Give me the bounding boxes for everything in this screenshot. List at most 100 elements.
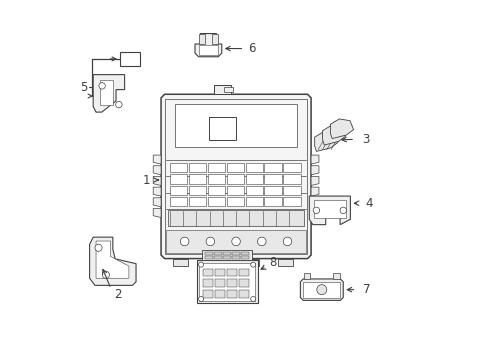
Circle shape: [206, 237, 215, 246]
Polygon shape: [167, 230, 306, 253]
Bar: [265, 197, 282, 206]
Bar: [170, 175, 188, 184]
Polygon shape: [93, 75, 124, 112]
Bar: [203, 269, 213, 276]
Bar: [170, 163, 188, 172]
Bar: [215, 290, 225, 298]
Bar: [239, 269, 249, 276]
Bar: [189, 175, 206, 184]
Bar: [245, 175, 263, 184]
Bar: [283, 163, 301, 172]
Polygon shape: [315, 132, 338, 152]
Polygon shape: [322, 125, 346, 145]
Bar: [265, 175, 282, 184]
Text: 7: 7: [363, 283, 370, 296]
Bar: [197, 260, 258, 303]
Text: 8: 8: [269, 256, 276, 269]
Bar: [203, 290, 213, 298]
Bar: [241, 256, 248, 259]
Bar: [203, 279, 213, 287]
Circle shape: [232, 237, 241, 246]
Circle shape: [258, 237, 266, 246]
Polygon shape: [309, 196, 350, 225]
Polygon shape: [153, 155, 161, 164]
Circle shape: [116, 102, 122, 108]
Circle shape: [317, 285, 327, 295]
Bar: [304, 273, 310, 279]
Bar: [278, 258, 293, 266]
Bar: [283, 197, 301, 206]
Bar: [232, 256, 240, 259]
Circle shape: [102, 271, 109, 278]
Circle shape: [251, 262, 256, 267]
Bar: [227, 197, 244, 206]
Polygon shape: [161, 94, 311, 258]
Polygon shape: [153, 176, 161, 185]
Circle shape: [198, 262, 203, 267]
Bar: [170, 186, 188, 195]
Bar: [227, 269, 237, 276]
Bar: [208, 163, 225, 172]
Text: 1: 1: [143, 174, 150, 186]
Polygon shape: [311, 187, 319, 196]
Bar: [265, 163, 282, 172]
Polygon shape: [96, 241, 129, 278]
Polygon shape: [300, 279, 343, 300]
Polygon shape: [153, 198, 161, 207]
Text: 6: 6: [248, 42, 256, 55]
Bar: [173, 258, 188, 266]
Bar: [170, 197, 188, 206]
Bar: [189, 186, 206, 195]
Bar: [245, 186, 263, 195]
Polygon shape: [311, 208, 319, 217]
Bar: [314, 200, 346, 218]
Polygon shape: [90, 237, 136, 285]
Bar: [198, 34, 205, 44]
Bar: [202, 250, 252, 260]
Bar: [214, 252, 221, 255]
Polygon shape: [311, 155, 319, 164]
Polygon shape: [153, 166, 161, 175]
Bar: [215, 279, 225, 287]
Bar: [239, 290, 249, 298]
Circle shape: [198, 296, 203, 301]
Polygon shape: [195, 33, 222, 57]
Bar: [214, 256, 221, 259]
Bar: [227, 163, 244, 172]
Circle shape: [283, 237, 292, 246]
Polygon shape: [311, 198, 319, 207]
Bar: [227, 175, 244, 184]
Bar: [239, 279, 249, 287]
Bar: [227, 290, 237, 298]
Bar: [168, 210, 304, 226]
Bar: [205, 252, 213, 255]
Bar: [303, 282, 341, 297]
Polygon shape: [100, 80, 113, 105]
Bar: [189, 163, 206, 172]
Bar: [265, 186, 282, 195]
Circle shape: [340, 207, 346, 213]
Bar: [241, 252, 248, 255]
Bar: [244, 258, 259, 266]
Bar: [214, 85, 231, 94]
Bar: [232, 252, 240, 255]
Circle shape: [95, 244, 102, 251]
Bar: [227, 186, 244, 195]
Bar: [175, 104, 297, 147]
Bar: [212, 34, 218, 44]
Polygon shape: [120, 52, 140, 66]
Bar: [208, 197, 225, 206]
Bar: [215, 269, 225, 276]
Polygon shape: [330, 119, 354, 139]
Bar: [283, 186, 301, 195]
Text: 2: 2: [114, 288, 121, 301]
Bar: [333, 273, 340, 279]
Bar: [245, 197, 263, 206]
Bar: [189, 197, 206, 206]
Bar: [208, 175, 225, 184]
Polygon shape: [311, 166, 319, 175]
Bar: [245, 163, 263, 172]
Bar: [209, 117, 236, 140]
Bar: [165, 99, 307, 254]
Circle shape: [313, 207, 319, 213]
